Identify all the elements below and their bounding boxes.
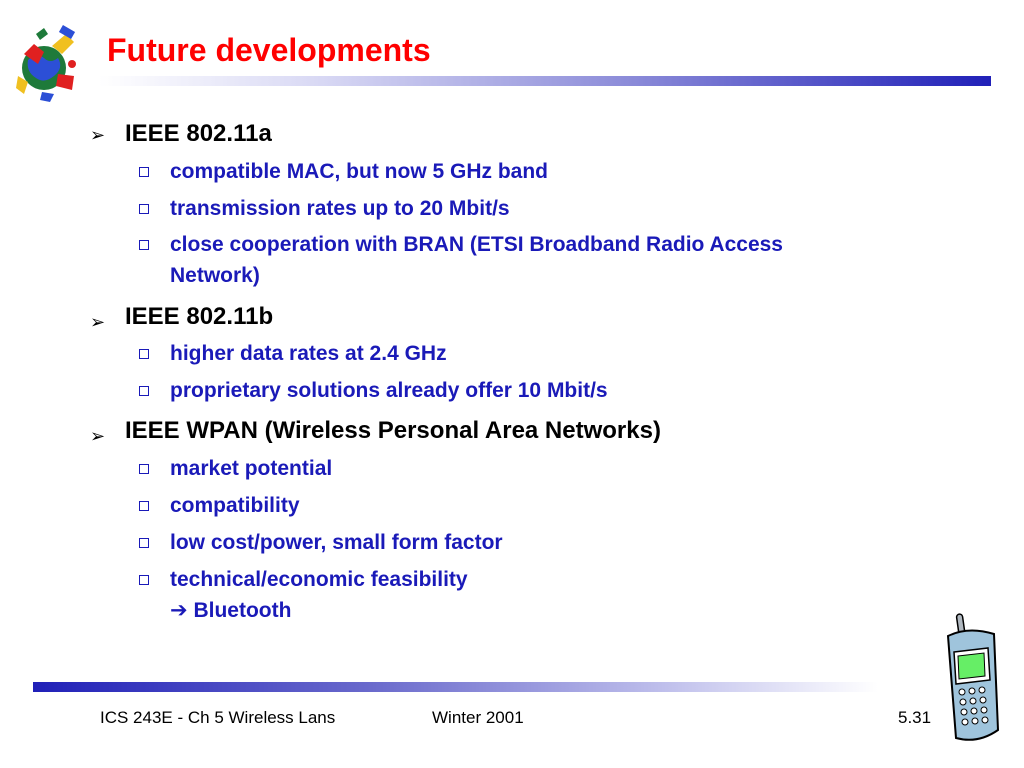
square-bullet-icon bbox=[139, 575, 149, 585]
footer-term: Winter 2001 bbox=[432, 708, 524, 727]
globe-telecom-clipart-icon bbox=[16, 25, 76, 102]
footer-divider-bar bbox=[33, 682, 878, 692]
arrow-bullet-icon: ➢ bbox=[90, 312, 106, 332]
arrow-bullet-icon: ➢ bbox=[90, 125, 106, 145]
subitem: higher data rates at 2.4 GHz bbox=[170, 342, 447, 365]
subitem: technical/economic feasibility bbox=[170, 568, 468, 591]
square-bullet-icon bbox=[139, 204, 149, 214]
bullet-item-ieee-wpan: IEEE WPAN (Wireless Personal Area Networ… bbox=[125, 417, 661, 444]
title-divider-bar bbox=[99, 76, 991, 86]
bullet-item-ieee-80211a: IEEE 802.11a bbox=[125, 120, 272, 147]
slide-title: Future developments bbox=[107, 32, 431, 68]
square-bullet-icon bbox=[139, 538, 149, 548]
subitem: close cooperation with BRAN (ETSI Broadb… bbox=[170, 233, 783, 256]
arrow-bullet-icon: ➢ bbox=[90, 426, 106, 446]
conclusion-text: Bluetooth bbox=[193, 599, 292, 622]
subitem: low cost/power, small form factor bbox=[170, 531, 503, 554]
bullet-item-ieee-80211b: IEEE 802.11b bbox=[125, 303, 274, 330]
arrow-right-icon: ➔ bbox=[170, 599, 188, 622]
subitem: transmission rates up to 20 Mbit/s bbox=[170, 197, 510, 220]
subitem: market potential bbox=[170, 457, 333, 480]
subitem: compatibility bbox=[170, 494, 300, 517]
subitem: proprietary solutions already offer 10 M… bbox=[170, 379, 608, 402]
square-bullet-icon bbox=[139, 349, 149, 359]
square-bullet-icon bbox=[139, 167, 149, 177]
square-bullet-icon bbox=[139, 240, 149, 250]
square-bullet-icon bbox=[139, 501, 149, 511]
square-bullet-icon bbox=[139, 386, 149, 396]
subitem: compatible MAC, but now 5 GHz band bbox=[170, 160, 548, 183]
footer-course: ICS 243E - Ch 5 Wireless Lans bbox=[100, 708, 336, 727]
footer-page-number: 5.31 bbox=[898, 708, 932, 727]
subitem-conclusion: ➔ Bluetooth bbox=[170, 596, 291, 626]
subitem-continuation: Network) bbox=[170, 264, 260, 287]
mobile-phone-icon bbox=[946, 613, 1000, 741]
square-bullet-icon bbox=[139, 464, 149, 474]
